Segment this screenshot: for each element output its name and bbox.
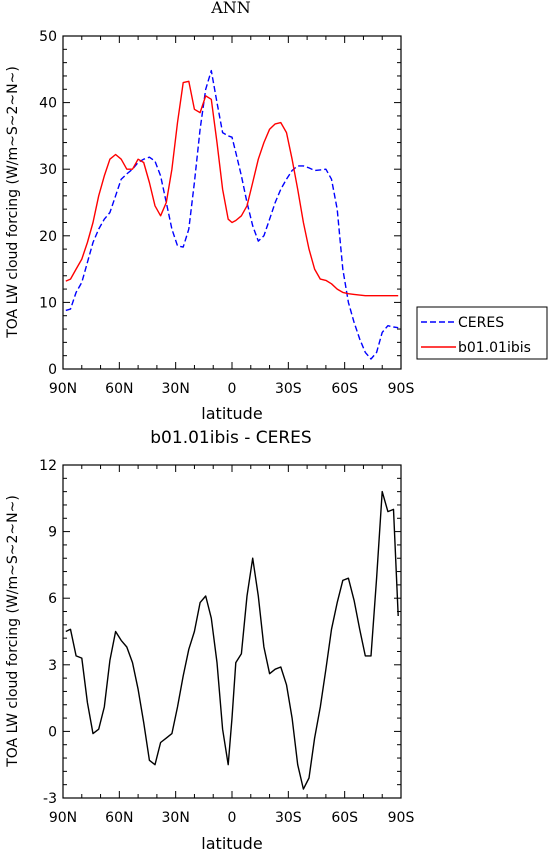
x-tick-label: 90N [49, 810, 77, 826]
x-ticks-bottom: 90N 60N 30N 0 30S 60S 90S [49, 465, 415, 826]
y-axis-label-bottom: TOA LW cloud forcing (W/m~S~2~N~) [5, 495, 21, 768]
x-tick-label: 30S [275, 381, 302, 397]
legend-label-model: b01.01ibis [458, 340, 531, 356]
series-lines-bottom [65, 490, 399, 790]
x-tick-label: 60N [105, 810, 133, 826]
y-ticks-bottom: -3 0 3 6 9 12 [39, 458, 401, 807]
panel-bottom: b01.01ibis - CERES 90N 60N 30N 0 30S 60S 90S -… [5, 428, 414, 851]
y-tick-label: 6 [48, 591, 57, 607]
x-tick-label: 90S [388, 810, 415, 826]
x-tick-label: 90N [49, 381, 77, 397]
x-tick-label: 0 [228, 810, 237, 826]
y-tick-label: 50 [39, 29, 57, 45]
y-ticks-top: 0 10 20 30 40 50 [39, 29, 401, 378]
x-tick-label: 0 [228, 381, 237, 397]
x-axis-label-top: latitude [201, 404, 262, 423]
y-tick-label: -3 [43, 791, 57, 807]
series-line-bottom-difference [65, 490, 399, 790]
x-tick-label: 30S [275, 810, 302, 826]
y-tick-label: 12 [39, 458, 57, 474]
x-tick-label: 60N [105, 381, 133, 397]
y-tick-label: 10 [39, 295, 57, 311]
series-line-top-b01-01ibis [65, 80, 399, 297]
y-axis-label-top: TOA LW cloud forcing (W/m~S~2~N~) [5, 66, 21, 339]
y-tick-label: 0 [48, 724, 57, 740]
x-tick-label: 90S [388, 381, 415, 397]
chart-title-bottom: b01.01ibis - CERES [150, 428, 311, 448]
legend: CERES b01.01ibis [416, 306, 548, 360]
y-tick-label: 20 [39, 229, 57, 245]
y-tick-label: 40 [39, 96, 57, 112]
y-tick-label: 3 [48, 658, 57, 674]
series-lines-top [65, 69, 399, 360]
panel-top: ANN 90N 60N 30N 0 30S 60S 90S 0 10 20 30 40 50 lati… [5, 0, 548, 423]
x-ticks-top: 90N 60N 30N 0 30S 60S 90S [49, 36, 415, 397]
legend-label-ceres: CERES [458, 315, 504, 331]
chart-title-top: ANN [210, 0, 251, 17]
x-tick-label: 60S [331, 381, 358, 397]
legend-box [416, 306, 548, 360]
y-tick-label: 0 [48, 362, 57, 378]
x-tick-label: 60S [331, 810, 358, 826]
y-tick-label: 30 [39, 162, 57, 178]
x-tick-label: 30N [162, 381, 190, 397]
plot-frame-bottom [62, 464, 402, 799]
series-line-top-ceres [65, 69, 399, 360]
y-tick-label: 9 [48, 525, 57, 541]
x-tick-label: 30N [162, 810, 190, 826]
x-axis-label-bottom: latitude [201, 834, 262, 851]
